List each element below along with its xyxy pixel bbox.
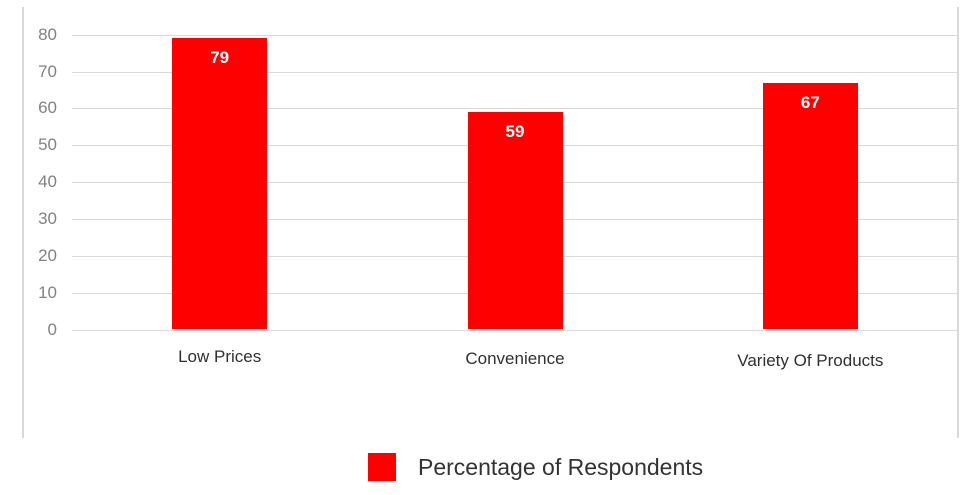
gridline-70 <box>72 71 958 73</box>
legend-label: Percentage of Respondents <box>418 453 704 480</box>
gridline-0 <box>72 329 958 331</box>
y-tick-label-40: 40 <box>38 172 57 192</box>
gridline-60 <box>72 108 958 110</box>
bar-variety-of-products: 67 <box>762 82 858 330</box>
y-tick-label-60: 60 <box>38 98 57 118</box>
x-category-label-convenience: Convenience <box>465 349 565 368</box>
y-tick-label-50: 50 <box>38 135 57 155</box>
y-tick-label-70: 70 <box>38 61 57 81</box>
bar-convenience: 59 <box>467 112 563 330</box>
x-category-label-variety-of-products: Variety Of Products <box>737 351 884 370</box>
y-tick-label-0: 0 <box>47 319 57 339</box>
bar-value-label: 79 <box>210 48 230 68</box>
x-category-label-low-prices: Low Prices <box>178 347 262 366</box>
y-tick-label-10: 10 <box>38 282 57 302</box>
bar-value-label: 59 <box>505 122 525 142</box>
y-tick-label-80: 80 <box>38 24 57 44</box>
bar-low-prices: 79 <box>172 38 268 330</box>
bar-value-label: 67 <box>800 92 820 112</box>
legend: Percentage of Respondents <box>368 452 703 482</box>
chart-right-border <box>957 7 959 438</box>
gridline-80 <box>72 34 958 36</box>
bar-chart: 0 10 20 30 40 50 60 70 80 79 59 67 Low Prices Conve… <box>22 7 959 438</box>
legend-color-swatch <box>368 453 396 481</box>
y-tick-label-30: 30 <box>38 208 57 228</box>
y-tick-label-20: 20 <box>38 245 57 265</box>
chart-left-border <box>22 7 24 438</box>
